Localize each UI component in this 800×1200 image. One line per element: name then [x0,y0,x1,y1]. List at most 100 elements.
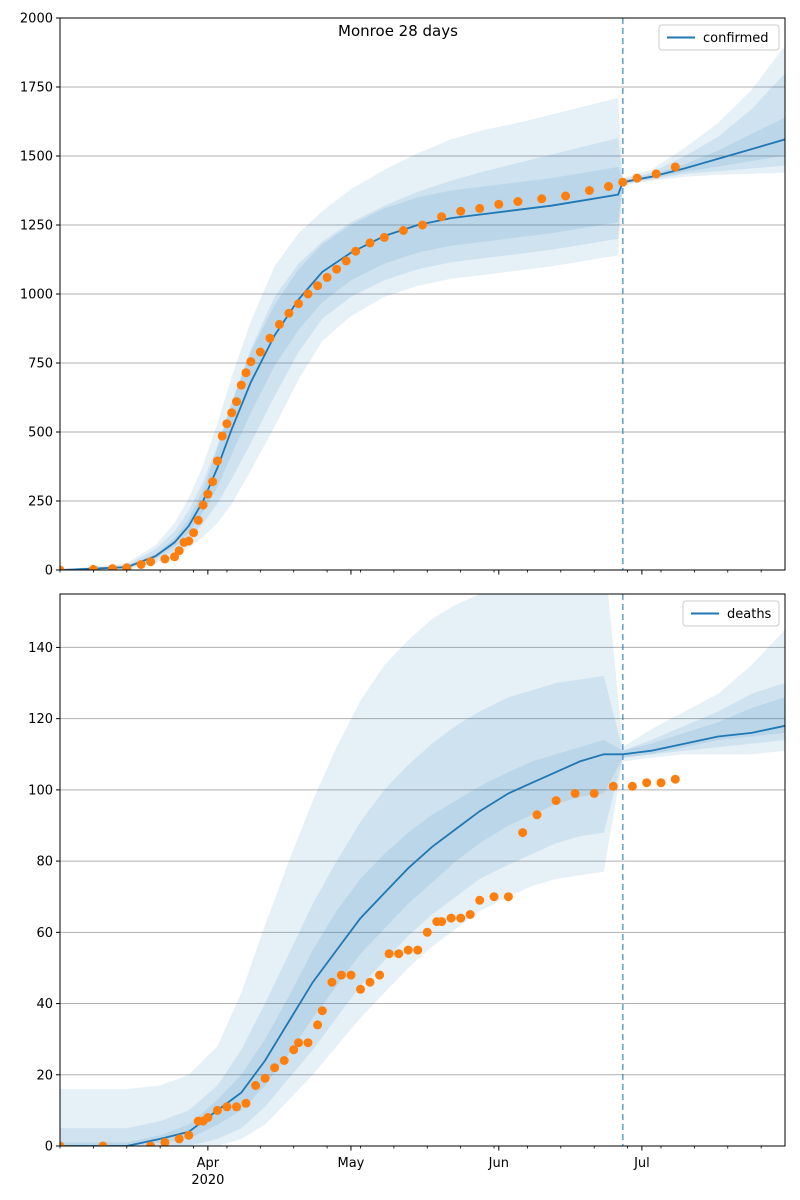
confirmed-panel: 0 250 500 750 1000 1250 1500 1750 2000 confirmed [20,12,786,579]
uncertainty-band [60,675,785,1146]
observed-point [146,557,156,567]
observed-point [279,1056,289,1065]
observed-point [456,206,466,216]
observed-point [627,781,637,791]
y-tick-label: 1500 [20,150,53,165]
observed-point [294,1038,303,1048]
observed-point [532,810,542,820]
observed-point [274,319,284,329]
observed-point [313,1020,323,1030]
y-tick-label: 0 [45,564,53,579]
deaths-panel: 0 20 40 60 80 100 120 140 Apr 2020 May Jun Jul deaths [28,593,786,1188]
observed-point [398,226,408,235]
observed-point [313,281,323,291]
observed-point [489,892,499,902]
observed-point [241,1098,251,1108]
observed-point [561,191,571,201]
observed-point [632,173,642,183]
observed-point [265,333,275,343]
observed-point [260,1073,270,1083]
observed-point [446,913,456,923]
observed-point [160,554,170,564]
observed-point [174,546,184,556]
observed-point [336,970,346,980]
observed-point [241,368,251,378]
observed-point [317,1006,327,1016]
observed-point [217,431,227,441]
observed-point [394,949,404,959]
observed-point [270,1063,280,1073]
x-tick-label: May [338,1156,365,1171]
observed-point [184,536,194,546]
y-tick-label: 250 [28,495,53,510]
observed-point [203,1113,213,1122]
observed-point [251,1081,261,1090]
legend-label: confirmed [703,31,769,46]
observed-point [537,194,547,204]
observed-point [465,910,475,919]
plot-area [60,594,785,1146]
observed-point [136,560,146,569]
y-tick-label: 1000 [20,288,53,303]
observed-point [208,477,218,487]
observed-point [222,1102,232,1112]
observed-point [193,515,203,525]
observed-point [174,1134,184,1144]
observed-point [365,977,375,987]
observed-point [422,927,432,937]
observed-point [437,917,447,927]
observed-point [456,913,466,923]
observed-point [303,289,313,299]
y-tick-label: 80 [36,855,53,870]
observed-point [608,781,618,791]
observed-point [246,357,256,367]
observed-point [642,778,652,788]
observed-point [236,380,246,390]
y-tick-label: 750 [28,357,53,372]
observed-point [170,552,179,562]
observed-point [384,949,394,959]
x-tick-sublabel: 2020 [191,1173,224,1188]
observed-point [413,945,423,955]
observed-point [651,169,661,179]
observed-point [212,1105,222,1115]
observed-point [289,1045,299,1055]
chart-title: Monroe 28 days [338,22,458,40]
observed-point [294,299,303,309]
legend-box [682,600,780,627]
observed-point [670,774,680,784]
y-tick-label: 140 [28,641,53,656]
x-tick-label: Jul [633,1156,650,1171]
observed-point [203,489,213,499]
observed-point [60,565,65,570]
observed-point [212,456,222,466]
observed-point [475,895,485,905]
observed-point [584,186,594,195]
axes-frame [59,593,786,1147]
uncertainty-band [60,594,785,1146]
x-tick-label: Jun [488,1156,509,1171]
legend-label: deaths [727,607,772,622]
observed-point [88,564,98,570]
observed-point [365,238,375,248]
observed-point [513,197,523,206]
observed-point [327,977,337,987]
legend-box [658,24,780,51]
y-tick-label: 1250 [20,219,53,234]
observed-point [198,500,208,510]
observed-point [222,419,232,429]
y-tick-label: 2000 [20,12,53,27]
x-tick-label: Apr [197,1156,220,1171]
observed-point [232,1102,241,1112]
observed-point [356,984,365,994]
observed-point [503,892,513,902]
observed-point [189,528,199,538]
observed-point [551,796,561,806]
observed-point [232,397,241,407]
y-tick-label: 120 [28,712,53,727]
observed-point [494,199,504,209]
uncertainty-band [60,117,785,570]
y-tick-label: 1750 [20,81,53,96]
observed-point [518,828,528,838]
